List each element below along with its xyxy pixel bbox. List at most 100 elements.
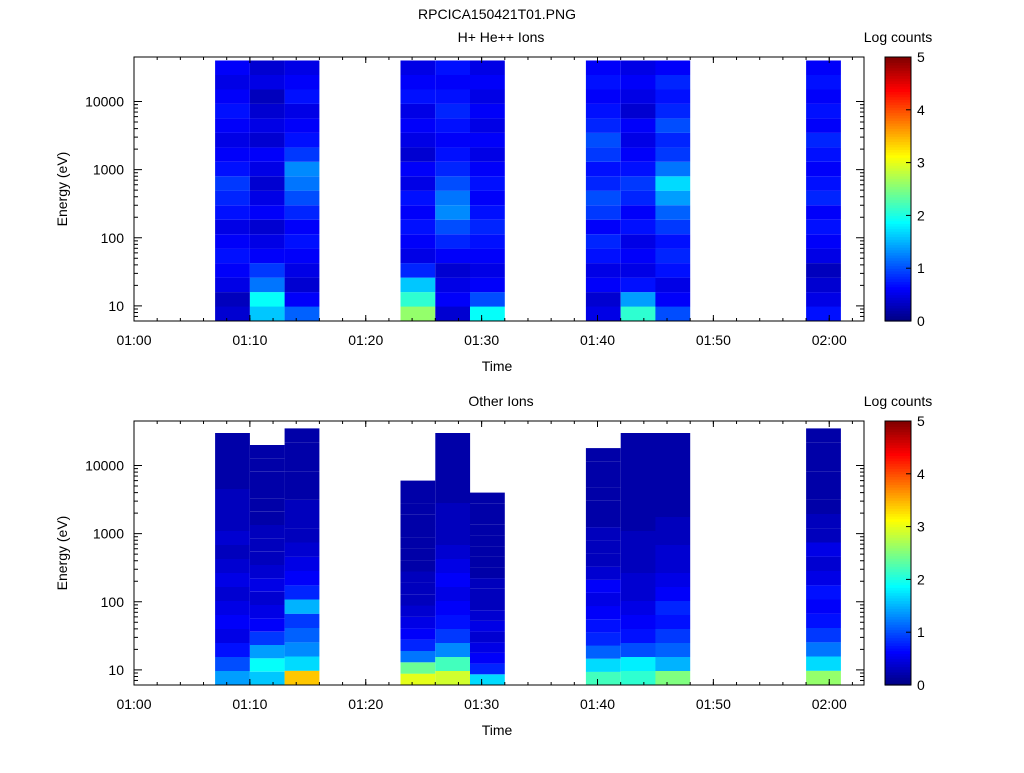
colorbar-segment	[885, 526, 911, 530]
heatmap-cell	[435, 545, 471, 559]
heatmap-cell	[620, 60, 656, 75]
colorbar-segment	[885, 550, 911, 554]
heatmap-cell	[400, 176, 436, 191]
heatmap-cell	[400, 60, 436, 75]
colorbar-segment	[885, 78, 911, 82]
x-tick-label: 01:50	[696, 332, 731, 348]
heatmap-cell	[655, 489, 691, 503]
heatmap-cell	[400, 306, 436, 321]
heatmap-column	[284, 60, 320, 321]
colorbar-segment	[885, 597, 911, 602]
heatmap-cell	[806, 205, 841, 220]
heatmap-cell	[620, 475, 656, 489]
heatmap-cell	[249, 631, 285, 645]
heatmap-cell	[620, 147, 656, 162]
heatmap-cell	[585, 645, 621, 659]
heatmap-cell	[249, 190, 285, 206]
heatmap-cell	[215, 531, 250, 545]
heatmap-cell	[435, 615, 471, 629]
heatmap-cell	[806, 556, 841, 571]
heatmap-cell	[806, 428, 841, 443]
heatmap-cell	[249, 118, 285, 133]
heatmap-column	[435, 60, 471, 321]
colorbar-segment	[885, 439, 911, 443]
heatmap-cell	[655, 292, 691, 307]
heatmap-cell	[284, 60, 320, 75]
heatmap-cell	[806, 277, 841, 293]
heatmap-cell	[585, 658, 621, 672]
heatmap-cell	[284, 485, 320, 500]
heatmap-cell	[806, 485, 841, 500]
colorbar-segment	[885, 210, 911, 214]
heatmap-cell	[806, 670, 841, 685]
heatmap-cell	[249, 471, 285, 485]
heatmap-cell	[806, 75, 841, 90]
heatmap-cell	[620, 161, 656, 177]
heatmap-cell	[585, 671, 621, 685]
heatmap-column	[655, 60, 691, 321]
colorbar-segment	[885, 183, 911, 187]
heatmap-cell	[400, 548, 436, 561]
heatmap-cell	[655, 629, 691, 643]
heatmap-cell	[806, 161, 841, 177]
heatmap-cell	[249, 605, 285, 619]
colorbar-segment	[885, 70, 911, 74]
colorbar-segment	[885, 621, 911, 625]
colorbar-segment	[885, 117, 911, 121]
heatmap-cell	[249, 658, 285, 672]
y-tick-label: 100	[101, 594, 125, 610]
colorbar-segment	[885, 587, 911, 591]
heatmap-cell	[400, 89, 436, 104]
heatmap-cell	[400, 571, 436, 583]
heatmap-cell	[655, 306, 691, 321]
heatmap-cell	[215, 461, 250, 475]
heatmap-cell	[400, 263, 436, 278]
colorbar-segment	[885, 262, 911, 267]
colorbar: 0 1 2 3 4 5 Log counts	[864, 393, 933, 693]
colorbar: 0 1 2 3 4 5 Log counts	[864, 29, 933, 329]
heatmap-cell	[284, 306, 320, 321]
x-tick-label: 01:00	[116, 696, 151, 712]
colorbar-segment	[885, 218, 911, 222]
colorbar-segment	[885, 162, 911, 166]
heatmap-cell	[655, 60, 691, 75]
colorbar-segment	[885, 170, 911, 174]
heatmap-cell	[806, 190, 841, 206]
heatmap-cell	[215, 657, 250, 671]
y-tick-label: 10	[108, 662, 124, 678]
colorbar-segment	[885, 255, 911, 259]
colorbar-segment	[885, 513, 911, 517]
colorbar-segment	[885, 471, 911, 475]
heatmap-cell	[249, 277, 285, 293]
colorbar-segment	[885, 268, 911, 272]
heatmap-cell	[806, 642, 841, 657]
colorbar-segment	[885, 494, 911, 499]
colorbar-segment	[885, 682, 911, 686]
colorbar-segment	[885, 677, 911, 681]
colorbar-segment	[885, 225, 911, 230]
heatmap-cell	[585, 161, 621, 177]
colorbar-segment	[885, 421, 911, 425]
colorbar-segment	[885, 141, 911, 145]
colorbar-segment	[885, 568, 911, 573]
heatmap-cell	[470, 535, 505, 547]
colorbar-segment	[885, 502, 911, 507]
heatmap-cell	[655, 433, 691, 447]
colorbar-segment	[885, 600, 911, 604]
heatmap-cell	[215, 103, 250, 119]
colorbar-segment	[885, 149, 911, 153]
heatmap-cell	[284, 456, 320, 472]
heatmap-cell	[400, 132, 436, 148]
colorbar-segment	[885, 273, 911, 277]
heatmap-cell	[249, 458, 285, 472]
heatmap-cell	[806, 248, 841, 264]
heatmap-cell	[249, 498, 285, 512]
heatmap-cell	[435, 503, 471, 517]
colorbar-segment	[885, 542, 911, 546]
heatmap-cell	[470, 578, 505, 589]
heatmap-cell	[655, 219, 691, 235]
heatmap-cell	[400, 582, 436, 595]
heatmap-cell	[620, 545, 656, 559]
heatmap-cell	[655, 161, 691, 177]
